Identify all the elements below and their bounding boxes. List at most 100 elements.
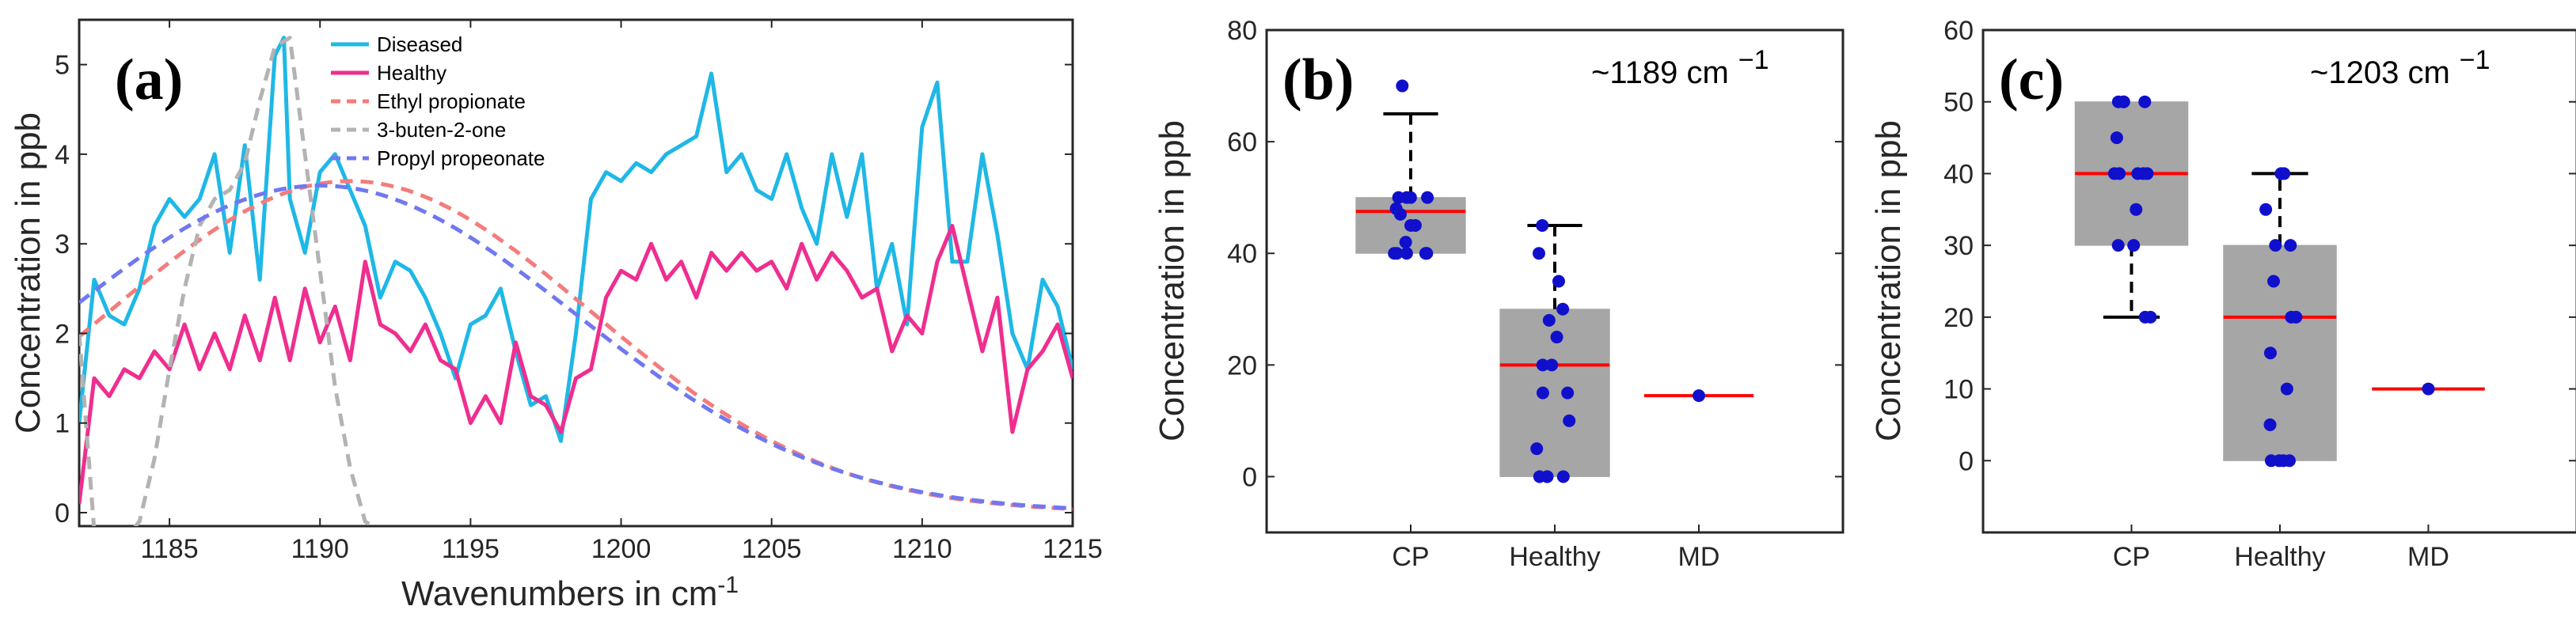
panel-a-plot-area — [78, 18, 1074, 528]
panel-c-label: (c) — [1999, 47, 2064, 112]
y-tick-label: 20 — [1227, 350, 1257, 381]
data-point-cp — [1400, 247, 1413, 260]
y-tick-label: 40 — [1227, 239, 1257, 269]
panel-a-y-axis-label: Concentration in ppb — [9, 112, 47, 434]
data-point-healthy — [1536, 358, 1549, 372]
data-point-healthy — [1563, 414, 1576, 427]
panel-a-x-axis-label-main: Wavenumbers in cm — [401, 574, 717, 613]
data-point-cp — [1390, 247, 1404, 260]
legend-label-propyl-propeonate: Propyl propeonate — [377, 146, 545, 170]
data-point-healthy — [1545, 358, 1559, 372]
y-tick-label: 5 — [55, 51, 70, 81]
legend-label-ethyl-propionate: Ethyl propionate — [377, 89, 526, 113]
panel-a-label: (a) — [115, 47, 183, 112]
panel-b-x-ticks: CP Healthy MD — [1392, 525, 1719, 572]
y-tick-label: 40 — [1943, 159, 1974, 189]
y-tick-label: 2 — [55, 319, 70, 349]
panel-a-x-axis-label: Wavenumbers in cm-1 — [401, 572, 739, 613]
panel-a-x-ticks: 1185 1190 1195 1200 1205 1210 1215 — [141, 20, 1103, 564]
data-point-cp — [2127, 239, 2141, 252]
data-point-healthy — [2263, 347, 2277, 360]
panel-c-annotation-main: ~1203 cm — [2310, 55, 2450, 90]
y-tick-label: 10 — [1943, 375, 1974, 405]
data-point-cp — [2111, 239, 2125, 252]
legend-label-diseased: Diseased — [377, 32, 462, 56]
legend-label-healthy: Healthy — [377, 61, 446, 85]
x-tick-label-md: MD — [2407, 542, 2449, 572]
panel-c-annotation-exponent: −1 — [2460, 45, 2491, 75]
y-tick-label: 1 — [55, 409, 70, 439]
data-point-cp — [2130, 203, 2143, 216]
data-point-cp — [1392, 191, 1405, 204]
series-line-propyl-propeonate — [79, 184, 1073, 510]
x-tick-label-healthy: Healthy — [1509, 542, 1600, 572]
data-point-healthy — [2284, 239, 2297, 252]
box-healthy — [2223, 244, 2337, 461]
data-point-healthy — [1561, 386, 1575, 400]
x-tick-label: 1210 — [892, 534, 952, 564]
x-tick-label-cp: CP — [1392, 542, 1429, 572]
data-point-healthy — [2282, 454, 2296, 468]
y-tick-label: 80 — [1227, 16, 1257, 46]
data-point-cp — [2138, 95, 2152, 108]
data-point-md — [1693, 389, 1705, 403]
x-tick-label: 1205 — [742, 534, 802, 564]
data-point-cp — [2144, 310, 2157, 324]
data-point-cp — [2113, 167, 2126, 180]
data-point-cp — [2137, 167, 2150, 180]
x-tick-label-healthy: Healthy — [2234, 542, 2325, 572]
data-point-healthy — [1536, 386, 1549, 400]
panel-b-annotation-exponent: −1 — [1738, 45, 1769, 75]
x-tick-label-md: MD — [1678, 542, 1720, 572]
data-point-healthy — [2263, 418, 2277, 431]
y-tick-label: 30 — [1943, 231, 1974, 261]
data-point-cp — [1399, 236, 1412, 249]
data-point-healthy — [1541, 470, 1554, 483]
panel-c-x-ticks: CP Healthy MD — [2113, 525, 2449, 572]
y-tick-label: 0 — [1959, 446, 1974, 476]
legend-label-3-buten-2-one: 3-buten-2-one — [377, 118, 506, 142]
data-point-healthy — [1536, 218, 1549, 232]
panel-a-x-axis-label-exponent: -1 — [717, 572, 739, 598]
panel-c-box-plot: CP Healthy MD 0 10 20 30 40 50 60 (c) ~1203 cm −1… — [1869, 16, 2576, 572]
data-point-healthy — [1556, 470, 1570, 483]
series-line-ethyl-propionate — [79, 179, 1073, 511]
panel-b-annotation-main: ~1189 cm — [1591, 55, 1729, 90]
panel-c-y-ticks: 0 10 20 30 40 50 60 — [1943, 16, 2576, 476]
data-point-healthy — [2259, 203, 2273, 216]
data-point-healthy — [2267, 275, 2281, 288]
series-line-healthy — [79, 224, 1073, 504]
panel-c-wavenumber-annotation: ~1203 cm −1 — [2310, 45, 2491, 90]
data-point-healthy — [2289, 310, 2303, 324]
data-point-cp — [1419, 247, 1433, 260]
y-tick-label: 50 — [1943, 88, 1974, 118]
panel-b-box-plot: CP Healthy MD 0 20 40 60 80 (b) ~1189 cm −1 Con… — [1153, 16, 1845, 572]
series-line-diseased — [79, 36, 1073, 443]
data-point-cp — [1389, 202, 1403, 215]
y-tick-label: 60 — [1943, 16, 1974, 46]
data-point-healthy — [1532, 247, 1545, 260]
panel-c-y-axis-label: Concentration in ppb — [1869, 120, 1908, 441]
y-tick-label: 20 — [1943, 303, 1974, 333]
panel-b-y-ticks: 0 20 40 60 80 — [1227, 16, 1843, 492]
panel-b-wavenumber-annotation: ~1189 cm −1 — [1591, 45, 1769, 90]
data-point-healthy — [1550, 331, 1563, 344]
y-tick-label: 0 — [55, 498, 70, 528]
y-tick-label: 4 — [55, 140, 70, 170]
panel-a-series-group — [79, 36, 1073, 526]
panel-a-y-ticks: 0 1 2 3 4 5 — [55, 51, 1073, 528]
data-point-healthy — [1530, 442, 1544, 456]
panel-b-boxes — [1355, 79, 1754, 483]
data-point-cp — [1396, 79, 1409, 93]
data-point-healthy — [2274, 167, 2288, 180]
data-point-healthy — [1552, 275, 1565, 288]
y-tick-label: 0 — [1242, 462, 1257, 492]
data-point-md — [2422, 382, 2435, 396]
data-point-healthy — [2269, 239, 2282, 252]
data-point-healthy — [1542, 313, 1556, 327]
data-point-cp — [1404, 191, 1417, 204]
data-point-healthy — [2280, 382, 2293, 396]
data-point-healthy — [2273, 454, 2286, 468]
